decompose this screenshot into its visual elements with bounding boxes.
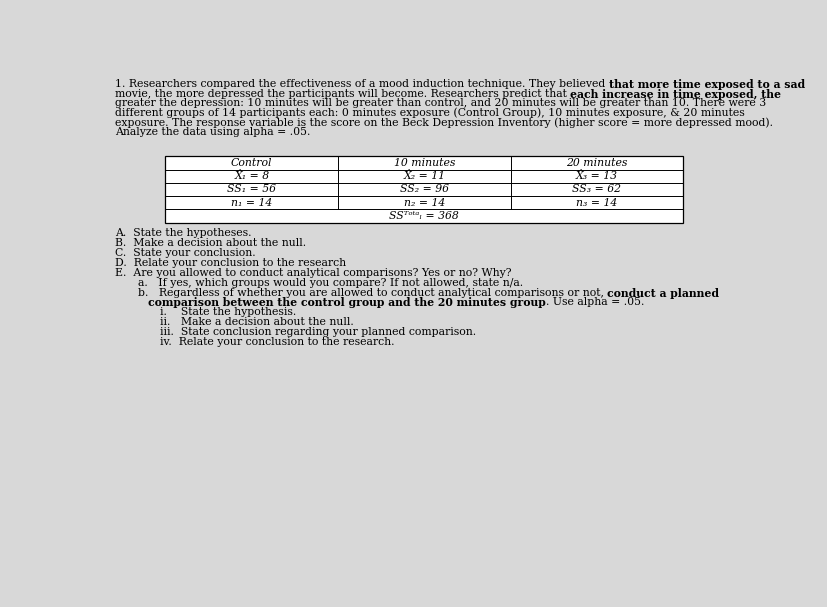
Text: B.  Make a decision about the null.: B. Make a decision about the null.: [115, 238, 306, 248]
Text: iv.  Relate your conclusion to the research.: iv. Relate your conclusion to the resear…: [160, 337, 394, 347]
Text: C.  State your conclusion.: C. State your conclusion.: [115, 248, 256, 258]
Text: A.  State the hypotheses.: A. State the hypotheses.: [115, 228, 251, 239]
Text: D.  Relate your conclusion to the research: D. Relate your conclusion to the researc…: [115, 258, 346, 268]
Text: ii.   Make a decision about the null.: ii. Make a decision about the null.: [160, 317, 353, 327]
Text: E.  Are you allowed to conduct analytical comparisons? Yes or no? Why?: E. Are you allowed to conduct analytical…: [115, 268, 511, 278]
Text: exposure. The response variable is the score on the Beck Depression Inventory (h: exposure. The response variable is the s…: [115, 118, 772, 128]
Text: SSᵀᵒᵗᵃₗ = 368: SSᵀᵒᵗᵃₗ = 368: [389, 211, 459, 221]
Text: comparison between the control group and the 20 minutes group: comparison between the control group and…: [148, 297, 546, 308]
Text: Ẋ₂ = 11: Ẋ₂ = 11: [403, 171, 445, 181]
Text: b.   Regardless of whether you are allowed to conduct analytical comparisons or : b. Regardless of whether you are allowed…: [137, 288, 606, 297]
Text: Analyze the data using alpha = .05.: Analyze the data using alpha = .05.: [115, 127, 310, 137]
Text: iii.  State conclusion regarding your planned comparison.: iii. State conclusion regarding your pla…: [160, 327, 476, 337]
Text: a.   If yes, which groups would you compare? If not allowed, state n/a.: a. If yes, which groups would you compar…: [137, 277, 522, 288]
Text: SS₂ = 96: SS₂ = 96: [399, 185, 448, 194]
Text: SS₁ = 56: SS₁ = 56: [227, 185, 276, 194]
Text: greater the depression: 10 minutes will be greater than control, and 20 minutes : greater the depression: 10 minutes will …: [115, 98, 766, 108]
Text: n₁ = 14: n₁ = 14: [231, 198, 272, 208]
Text: that more time exposed to a sad: that more time exposed to a sad: [608, 79, 804, 90]
Bar: [165, 156, 682, 223]
Text: 10 minutes: 10 minutes: [393, 158, 455, 168]
Text: movie, the more depressed the participants will become. Researchers predict that: movie, the more depressed the participan…: [115, 89, 570, 98]
Text: SS₃ = 62: SS₃ = 62: [571, 185, 621, 194]
Text: i.    State the hypothesis.: i. State the hypothesis.: [160, 307, 296, 317]
Text: n₂ = 14: n₂ = 14: [404, 198, 444, 208]
Text: conduct a planned: conduct a planned: [606, 288, 718, 299]
Text: 20 minutes: 20 minutes: [566, 158, 627, 168]
Text: Ẋ₁ = 8: Ẋ₁ = 8: [234, 171, 269, 181]
Text: Ẋ₃ = 13: Ẋ₃ = 13: [576, 171, 617, 181]
Text: n₃ = 14: n₃ = 14: [576, 198, 617, 208]
Text: Control: Control: [231, 158, 272, 168]
Text: each increase in time exposed, the: each increase in time exposed, the: [570, 89, 781, 100]
Text: . Use alpha = .05.: . Use alpha = .05.: [546, 297, 643, 307]
Text: 1. Researchers compared the effectiveness of a mood induction technique. They be: 1. Researchers compared the effectivenes…: [115, 79, 608, 89]
Text: different groups of 14 participants each: 0 minutes exposure (Control Group), 10: different groups of 14 participants each…: [115, 108, 744, 118]
